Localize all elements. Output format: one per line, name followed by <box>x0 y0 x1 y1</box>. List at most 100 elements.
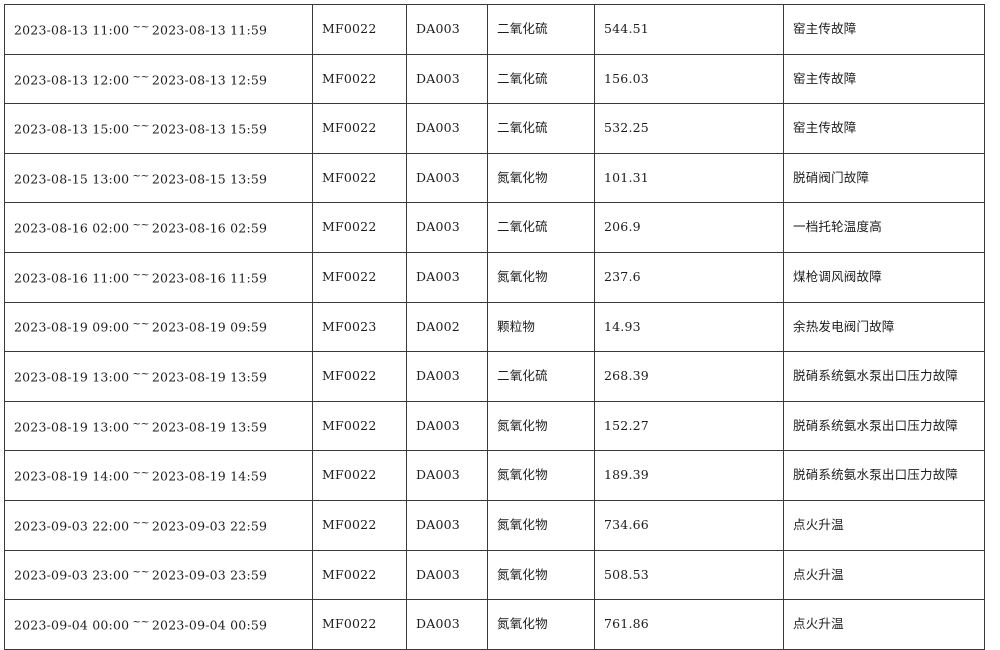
period-start: 2023-08-13 15:00 <box>14 121 130 137</box>
period-separator: ~~ <box>132 169 149 182</box>
cell-time-period: 2023-08-13 11:00 ~~ 2023-08-13 11:59 <box>4 4 313 55</box>
cell-pollutant-name: 氮氧化物 <box>487 152 595 204</box>
cell-pollutant-name: 氮氧化物 <box>487 400 595 452</box>
table-row[interactable]: 2023-08-13 11:00 ~~ 2023-08-13 11:59 MF0022… <box>4 4 985 55</box>
cell-measured-value: 156.03 <box>594 53 784 105</box>
cell-station-code: MF0022 <box>312 251 407 303</box>
period-separator: ~~ <box>132 566 149 579</box>
cell-station-code: MF0022 <box>312 152 407 204</box>
period-end: 2023-09-03 22:59 <box>151 518 268 534</box>
cell-time-period: 2023-08-13 15:00 ~~ 2023-08-13 15:59 <box>4 103 313 154</box>
period-start: 2023-08-19 14:00 <box>14 468 130 484</box>
cell-measured-value: 268.39 <box>594 351 784 402</box>
cell-exception-reason: 脱硝系统氨水泵出口压力故障 <box>783 351 985 402</box>
cell-measured-value: 508.53 <box>594 549 784 601</box>
cell-pollutant-name: 氮氧化物 <box>487 251 595 303</box>
cell-time-period: 2023-08-19 09:00 ~~ 2023-08-19 09:59 <box>4 301 313 353</box>
cell-station-code: MF0022 <box>312 599 407 650</box>
cell-measured-value: 544.51 <box>594 4 784 55</box>
cell-pollutant-name: 氮氧化物 <box>487 549 595 601</box>
cell-device-code: DA003 <box>406 450 488 501</box>
cell-station-code: MF0022 <box>312 53 407 105</box>
cell-exception-reason: 点火升温 <box>783 599 985 650</box>
cell-device-code: DA003 <box>406 599 488 650</box>
period-end: 2023-08-16 02:59 <box>151 220 268 236</box>
period-start: 2023-09-04 00:00 <box>14 617 130 633</box>
cell-pollutant-name: 二氧化硫 <box>487 4 595 55</box>
period-start: 2023-08-19 13:00 <box>14 369 130 385</box>
records-table-body: 2023-08-13 11:00 ~~ 2023-08-13 11:59 MF0022… <box>4 4 985 650</box>
period-start: 2023-08-16 11:00 <box>14 270 130 286</box>
period-separator: ~~ <box>132 120 149 133</box>
period-start: 2023-09-03 23:00 <box>14 567 130 583</box>
table-row[interactable]: 2023-08-16 11:00 ~~ 2023-08-16 11:59 MF0022… <box>4 251 985 303</box>
cell-pollutant-name: 氮氧化物 <box>487 599 595 650</box>
period-start: 2023-08-13 12:00 <box>14 71 130 87</box>
cell-time-period: 2023-08-16 02:00 ~~ 2023-08-16 02:59 <box>4 202 313 253</box>
cell-station-code: MF0022 <box>312 450 407 501</box>
cell-exception-reason: 脱硝阀门故障 <box>783 152 985 204</box>
cell-station-code: MF0023 <box>312 301 407 353</box>
cell-device-code: DA003 <box>406 152 488 204</box>
cell-device-code: DA003 <box>406 53 488 105</box>
period-end: 2023-08-16 11:59 <box>151 270 268 286</box>
table-row[interactable]: 2023-09-04 00:00 ~~ 2023-09-04 00:59 MF0022… <box>4 599 985 650</box>
period-start: 2023-08-13 11:00 <box>14 22 130 38</box>
cell-exception-reason: 一档托轮温度高 <box>783 202 985 253</box>
period-end: 2023-08-13 12:59 <box>151 71 268 87</box>
cell-pollutant-name: 氮氧化物 <box>487 499 595 551</box>
cell-exception-reason: 窑主传故障 <box>783 53 985 105</box>
period-end: 2023-08-13 15:59 <box>151 121 268 137</box>
table-row[interactable]: 2023-09-03 23:00 ~~ 2023-09-03 23:59 MF0022… <box>4 549 985 601</box>
table-row[interactable]: 2023-08-19 13:00 ~~ 2023-08-19 13:59 MF0022… <box>4 351 985 402</box>
cell-device-code: DA003 <box>406 400 488 452</box>
cell-device-code: DA003 <box>406 351 488 402</box>
cell-station-code: MF0022 <box>312 549 407 601</box>
cell-measured-value: 734.66 <box>594 499 784 551</box>
period-start: 2023-08-16 02:00 <box>14 220 130 236</box>
table-row[interactable]: 2023-08-19 09:00 ~~ 2023-08-19 09:59 MF0023… <box>4 301 985 353</box>
table-row[interactable]: 2023-09-03 22:00 ~~ 2023-09-03 22:59 MF0022… <box>4 499 985 551</box>
table-row[interactable]: 2023-08-13 12:00 ~~ 2023-08-13 12:59 MF0022… <box>4 53 985 105</box>
period-end: 2023-08-19 13:59 <box>151 369 268 385</box>
cell-pollutant-name: 二氧化硫 <box>487 103 595 154</box>
cell-device-code: DA003 <box>406 202 488 253</box>
period-start: 2023-08-19 09:00 <box>14 319 130 335</box>
period-separator: ~~ <box>132 467 149 480</box>
records-table-container: 2023-08-13 11:00 ~~ 2023-08-13 11:59 MF0022… <box>4 4 985 650</box>
cell-time-period: 2023-08-13 12:00 ~~ 2023-08-13 12:59 <box>4 53 313 105</box>
period-end: 2023-08-13 11:59 <box>151 22 268 38</box>
cell-device-code: DA003 <box>406 549 488 601</box>
cell-station-code: MF0022 <box>312 499 407 551</box>
table-row[interactable]: 2023-08-19 14:00 ~~ 2023-08-19 14:59 MF0022… <box>4 450 985 501</box>
cell-measured-value: 206.9 <box>594 202 784 253</box>
period-separator: ~~ <box>132 516 149 529</box>
cell-measured-value: 761.86 <box>594 599 784 650</box>
period-end: 2023-08-19 14:59 <box>151 468 268 484</box>
cell-measured-value: 152.27 <box>594 400 784 452</box>
cell-pollutant-name: 二氧化硫 <box>487 53 595 105</box>
table-row[interactable]: 2023-08-13 15:00 ~~ 2023-08-13 15:59 MF0022… <box>4 103 985 154</box>
emission-exception-records-table: 2023-08-13 11:00 ~~ 2023-08-13 11:59 MF0022… <box>4 4 985 650</box>
cell-measured-value: 532.25 <box>594 103 784 154</box>
table-row[interactable]: 2023-08-19 13:00 ~~ 2023-08-19 13:59 MF0022… <box>4 400 985 452</box>
cell-pollutant-name: 二氧化硫 <box>487 351 595 402</box>
cell-time-period: 2023-08-15 13:00 ~~ 2023-08-15 13:59 <box>4 152 313 204</box>
cell-pollutant-name: 颗粒物 <box>487 301 595 353</box>
cell-time-period: 2023-08-19 13:00 ~~ 2023-08-19 13:59 <box>4 351 313 402</box>
cell-time-period: 2023-08-19 13:00 ~~ 2023-08-19 13:59 <box>4 400 313 452</box>
period-separator: ~~ <box>132 70 149 83</box>
cell-device-code: DA003 <box>406 251 488 303</box>
period-separator: ~~ <box>132 368 149 381</box>
period-end: 2023-08-19 13:59 <box>151 419 268 435</box>
cell-station-code: MF0022 <box>312 400 407 452</box>
table-row[interactable]: 2023-08-16 02:00 ~~ 2023-08-16 02:59 MF0022… <box>4 202 985 253</box>
period-separator: ~~ <box>132 219 149 232</box>
cell-station-code: MF0022 <box>312 4 407 55</box>
period-separator: ~~ <box>132 417 149 430</box>
cell-measured-value: 14.93 <box>594 301 784 353</box>
table-row[interactable]: 2023-08-15 13:00 ~~ 2023-08-15 13:59 MF0022… <box>4 152 985 204</box>
cell-exception-reason: 点火升温 <box>783 499 985 551</box>
period-separator: ~~ <box>132 318 149 331</box>
cell-exception-reason: 余热发电阀门故障 <box>783 301 985 353</box>
